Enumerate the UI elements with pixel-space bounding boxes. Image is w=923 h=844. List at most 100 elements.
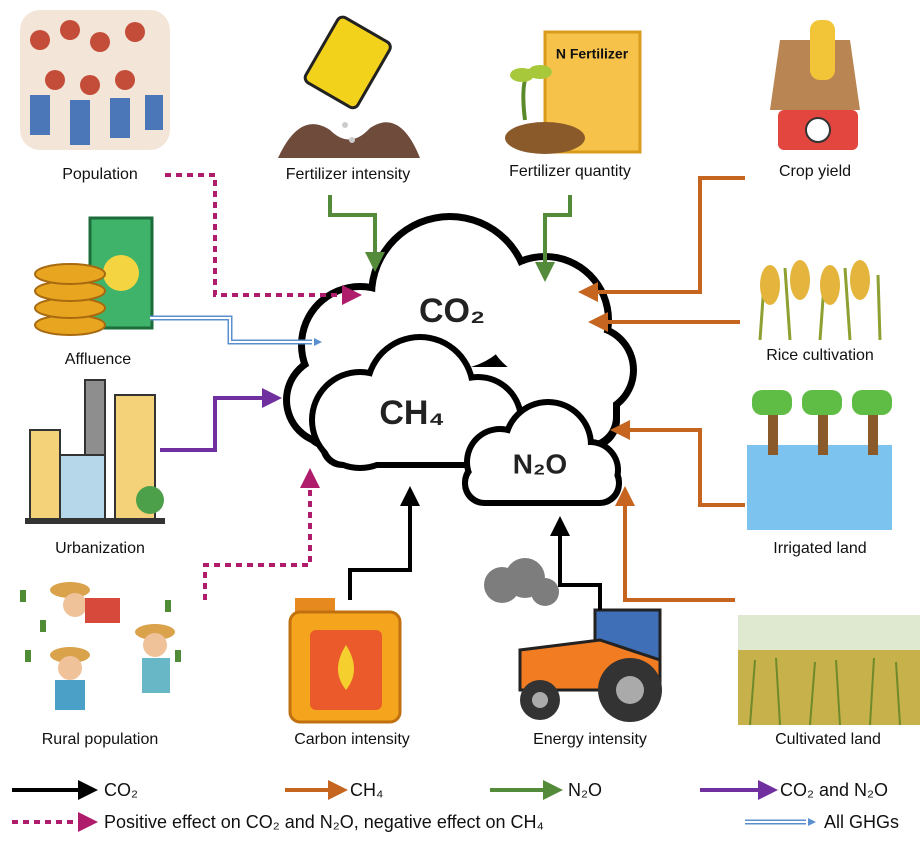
shape	[295, 598, 335, 612]
shape	[35, 264, 105, 284]
shape	[55, 680, 85, 710]
arrow	[160, 398, 272, 450]
node-label: Population	[62, 166, 138, 183]
arrow	[620, 430, 745, 505]
shape	[70, 100, 90, 145]
icon-fertilizer-quantity: N Fertilizer	[505, 32, 640, 154]
shape	[852, 390, 892, 415]
cloud-label: N₂O	[513, 448, 567, 479]
shape	[20, 590, 26, 602]
shape	[752, 390, 792, 415]
shape	[342, 122, 348, 128]
shape	[532, 692, 548, 708]
legend-label: CO₂	[104, 780, 138, 800]
shape	[752, 390, 892, 415]
arrow	[588, 178, 745, 292]
legend-label: CH₄	[350, 780, 383, 800]
shape	[40, 620, 46, 632]
shape	[90, 32, 110, 52]
node-label: Fertilizer quantity	[509, 163, 631, 180]
arrow	[560, 526, 600, 610]
shape	[760, 265, 780, 305]
shape	[806, 118, 830, 142]
icon-irrigated-land	[747, 390, 892, 530]
shape	[531, 578, 559, 606]
shape	[30, 95, 50, 135]
node-label: Energy intensity	[533, 731, 647, 748]
shape	[747, 445, 892, 530]
shape	[60, 455, 105, 520]
arrow	[625, 496, 735, 600]
legend-label: All GHGs	[824, 812, 899, 832]
shape	[349, 137, 355, 143]
shape	[103, 255, 139, 291]
legend: CO₂ CH₄ N₂O CO₂ and N₂O Positive effect …	[12, 780, 899, 832]
shape	[303, 15, 392, 110]
icon-tractor	[484, 558, 662, 722]
shape	[868, 410, 878, 455]
shape	[30, 30, 50, 50]
shape	[175, 650, 181, 662]
legend-label: CO₂ and N₂O	[780, 780, 888, 800]
shape	[802, 390, 842, 415]
icon-urbanization	[25, 380, 165, 524]
arrow	[330, 195, 375, 262]
shape	[60, 20, 80, 40]
shape	[145, 95, 163, 130]
icon-population	[20, 10, 170, 150]
icon-rice	[745, 260, 890, 340]
shape	[63, 593, 87, 617]
shape	[810, 20, 835, 80]
shape	[878, 275, 880, 340]
shape	[115, 70, 135, 90]
shape	[790, 260, 810, 300]
icon-crop-yield	[770, 20, 860, 150]
shape	[278, 122, 420, 158]
arrow	[150, 318, 318, 342]
shape	[110, 98, 130, 138]
shape	[143, 633, 167, 657]
node-label: Crop yield	[779, 163, 851, 180]
shape	[136, 486, 164, 514]
node-label: Carbon intensity	[294, 731, 410, 748]
shape	[58, 656, 82, 680]
shape	[30, 430, 60, 520]
cloud-label: CH₄	[379, 394, 444, 432]
shape	[25, 650, 31, 662]
shape	[820, 265, 840, 305]
shape	[142, 658, 170, 693]
shape	[505, 122, 585, 154]
arrow	[205, 478, 310, 600]
shape	[45, 70, 65, 90]
node-label: Fertilizer intensity	[286, 166, 410, 183]
shape	[738, 650, 920, 725]
shape	[528, 65, 552, 79]
shape	[80, 75, 100, 95]
shape	[125, 22, 145, 42]
shape	[850, 260, 870, 300]
shape	[85, 598, 120, 623]
node-label: Affluence	[65, 351, 132, 368]
icon-affluence	[35, 218, 152, 335]
node-label: Cultivated land	[775, 731, 881, 748]
arrow	[350, 496, 410, 600]
icon-rural-population	[20, 582, 181, 710]
legend-label: Positive effect on CO₂ and N₂O, negative…	[104, 812, 544, 832]
node-label: Irrigated land	[773, 540, 866, 557]
arrow	[165, 175, 352, 295]
node-label: Urbanization	[55, 540, 145, 557]
shape	[25, 518, 165, 524]
node-label: Rural population	[42, 731, 159, 748]
diagram: N Fertilizer	[0, 0, 923, 839]
icon-fertilizer-intensity	[278, 15, 420, 158]
cloud-label: CO₂	[419, 292, 485, 330]
shape	[768, 410, 778, 455]
icon-cultivated-land	[738, 615, 920, 725]
node-label: Rice cultivation	[766, 347, 874, 364]
icon-fuel-can	[290, 598, 400, 722]
shape	[818, 410, 828, 455]
bag-label: N Fertilizer	[556, 46, 629, 62]
shape	[165, 600, 171, 612]
legend-label: N₂O	[568, 780, 602, 800]
shape	[616, 676, 644, 704]
